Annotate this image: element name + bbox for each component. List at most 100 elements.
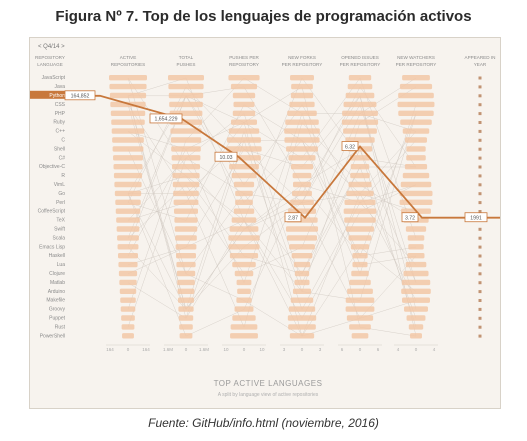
- year-marker: [478, 112, 482, 116]
- language-label: Java: [54, 84, 65, 90]
- axis-tick-label: 1.6M: [199, 347, 209, 352]
- language-label: CoffeeScript: [38, 209, 66, 215]
- bar: [117, 244, 139, 250]
- axis-tick-label: 0: [301, 347, 304, 352]
- bar: [175, 244, 197, 250]
- column-header: PER REPOSITORY: [340, 62, 381, 67]
- bar: [286, 235, 318, 241]
- bar: [113, 164, 143, 170]
- bar: [404, 164, 428, 170]
- bar: [285, 226, 319, 232]
- bar: [176, 270, 196, 277]
- bar: [168, 92, 204, 99]
- bar: [228, 235, 260, 241]
- bar: [406, 146, 426, 152]
- value-callout: 6.32: [345, 144, 355, 150]
- axis-tick-label: 4: [433, 347, 436, 352]
- bar: [288, 324, 316, 330]
- language-label: PowerShell: [40, 333, 65, 339]
- axis-tick-label: 0: [185, 347, 188, 352]
- bar: [229, 164, 259, 170]
- background-line: [127, 77, 417, 275]
- axis-tick-label: 4: [397, 347, 400, 352]
- bar: [172, 172, 200, 179]
- bar: [119, 288, 137, 294]
- language-label: Perl: [56, 200, 65, 206]
- column-header: APPEARED IN: [465, 55, 496, 60]
- bar: [343, 128, 377, 134]
- language-label: CSS: [55, 102, 66, 108]
- bar: [172, 181, 200, 188]
- column-header: TOTAL: [179, 55, 194, 60]
- axis-tick-label: 6: [341, 347, 344, 352]
- value-callout-box: [464, 212, 488, 223]
- bar: [118, 253, 138, 259]
- language-label: R: [61, 173, 65, 179]
- bar: [287, 110, 317, 116]
- period-selector[interactable]: < Q4/14 >: [38, 44, 65, 50]
- bar: [109, 75, 147, 81]
- year-marker: [478, 76, 482, 80]
- background-line: [127, 104, 417, 310]
- bar: [344, 217, 376, 223]
- bar: [174, 217, 198, 223]
- language-label: Arduino: [48, 289, 65, 295]
- bar: [170, 128, 202, 134]
- bar: [233, 101, 255, 108]
- language-label: JavaScript: [42, 75, 66, 81]
- year-marker: [478, 299, 482, 302]
- year-marker: [478, 263, 482, 267]
- bar: [111, 128, 145, 134]
- bar: [109, 92, 147, 99]
- background-line: [127, 184, 417, 337]
- year-marker: [478, 334, 482, 338]
- bar: [398, 110, 434, 116]
- language-label: Makefile: [46, 298, 65, 304]
- language-label: PHP: [55, 111, 66, 117]
- bar: [402, 172, 430, 179]
- bar: [233, 208, 255, 214]
- bar: [406, 315, 426, 321]
- bar: [172, 164, 200, 170]
- bar: [399, 190, 433, 197]
- axis-tick-label: 0: [243, 347, 246, 352]
- language-label: Lua: [57, 262, 66, 268]
- bar: [346, 315, 374, 321]
- bar: [168, 83, 204, 90]
- bar: [118, 261, 138, 268]
- bar: [236, 279, 252, 286]
- bar: [170, 137, 202, 143]
- bar: [345, 297, 375, 303]
- bar: [178, 297, 194, 303]
- year-marker: [478, 165, 482, 169]
- language-label: Puppet: [49, 316, 65, 322]
- bar: [347, 288, 373, 294]
- bar: [286, 146, 318, 152]
- bar: [234, 270, 254, 277]
- bar: [406, 155, 426, 161]
- language-label: TeX: [56, 218, 65, 224]
- axis-tick-label: 3: [319, 347, 322, 352]
- bar: [399, 83, 433, 90]
- language-label: Clojure: [49, 271, 65, 277]
- bar: [177, 279, 195, 286]
- bar: [401, 288, 431, 294]
- bar: [114, 190, 142, 197]
- bar: [227, 137, 261, 143]
- bar: [235, 190, 253, 197]
- language-label: Swift: [54, 227, 65, 233]
- language-label: Haskell: [49, 253, 65, 259]
- bar: [290, 92, 314, 99]
- column-header: REPOSITORY: [35, 55, 65, 60]
- axis-tick-label: 3: [283, 347, 286, 352]
- bar: [176, 253, 196, 259]
- axis-tick-label: 10: [259, 347, 265, 352]
- bar: [407, 235, 425, 241]
- bar: [290, 297, 314, 303]
- bar: [288, 155, 316, 161]
- bar: [110, 110, 146, 116]
- bar: [228, 75, 260, 81]
- bar: [343, 101, 377, 108]
- bar: [408, 244, 424, 250]
- bar: [229, 253, 259, 259]
